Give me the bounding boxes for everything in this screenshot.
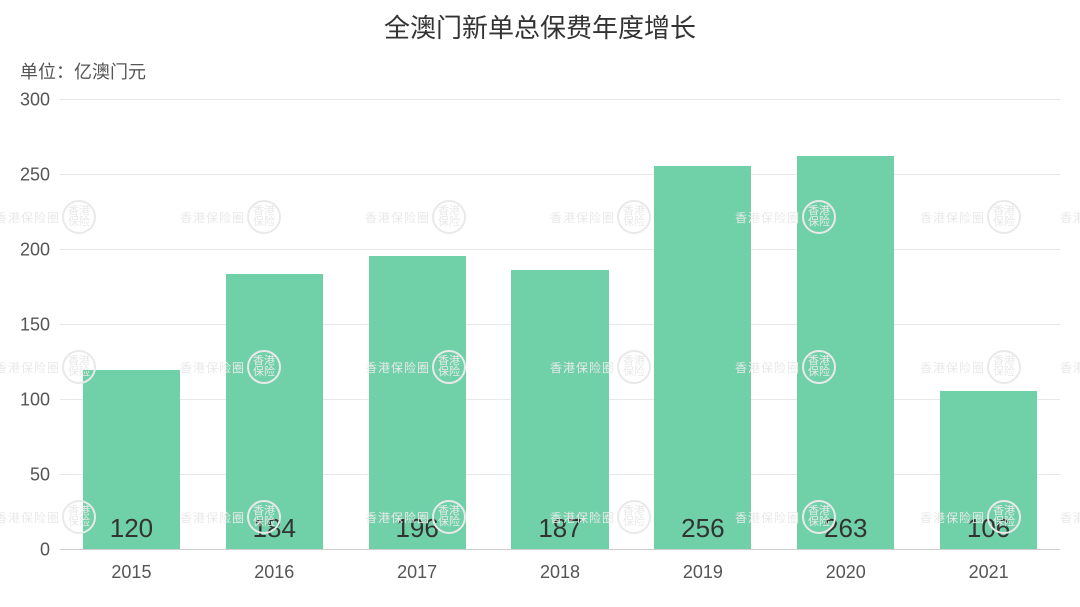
bar: 256 [654, 166, 751, 550]
bar-slot: 263 [774, 100, 917, 550]
bar: 120 [83, 370, 180, 550]
y-tick-label: 250 [20, 165, 60, 186]
y-tick-label: 200 [20, 240, 60, 261]
x-axis-labels: 2015201620172018201920202021 [60, 550, 1060, 583]
plot-area: 120184196187256263106 201520162017201820… [60, 100, 1060, 550]
bar-value-label: 184 [226, 513, 323, 544]
y-tick-label: 100 [20, 390, 60, 411]
bars-group: 120 184 196 187 256 263 106 [60, 100, 1060, 550]
bar: 184 [226, 274, 323, 550]
watermark: 香港保险圈香港保险 [1060, 200, 1080, 234]
x-tick-label: 2020 [774, 562, 917, 583]
watermark: 香港保险圈香港保险 [1060, 500, 1080, 534]
chart-title: 全澳门新单总保费年度增长 [0, 8, 1080, 45]
bar-value-label: 187 [511, 513, 608, 544]
bar-value-label: 106 [940, 513, 1037, 544]
bar-slot: 106 [917, 100, 1060, 550]
x-tick-label: 2016 [203, 562, 346, 583]
y-tick-label: 150 [20, 315, 60, 336]
bar-value-label: 256 [654, 513, 751, 544]
bar-slot: 187 [489, 100, 632, 550]
bar-value-label: 263 [797, 513, 894, 544]
bar: 187 [511, 270, 608, 551]
bar-value-label: 196 [369, 513, 466, 544]
bar: 106 [940, 391, 1037, 550]
unit-label: 单位：亿澳门元 [20, 58, 146, 84]
x-tick-label: 2015 [60, 562, 203, 583]
bar: 263 [797, 156, 894, 551]
bar: 196 [369, 256, 466, 550]
watermark: 香港保险圈香港保险 [1060, 350, 1080, 384]
x-tick-label: 2021 [917, 562, 1060, 583]
y-tick-label: 0 [40, 540, 60, 561]
bar-value-label: 120 [83, 513, 180, 544]
bar-slot: 120 [60, 100, 203, 550]
chart-container: 全澳门新单总保费年度增长 单位：亿澳门元 1201841961872562631… [0, 0, 1080, 607]
x-tick-label: 2017 [346, 562, 489, 583]
x-tick-label: 2018 [489, 562, 632, 583]
x-tick-label: 2019 [631, 562, 774, 583]
bar-slot: 184 [203, 100, 346, 550]
y-tick-label: 300 [20, 90, 60, 111]
y-tick-label: 50 [30, 465, 60, 486]
bar-slot: 196 [346, 100, 489, 550]
bar-slot: 256 [631, 100, 774, 550]
